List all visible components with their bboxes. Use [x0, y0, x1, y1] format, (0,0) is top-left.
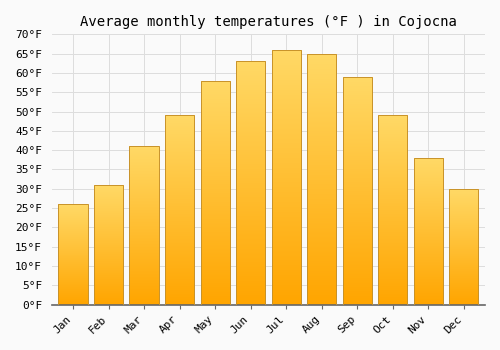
Bar: [58, 204, 87, 304]
Bar: [200, 80, 230, 304]
Bar: [165, 116, 194, 304]
Bar: [378, 116, 407, 304]
Bar: [449, 189, 478, 304]
Bar: [130, 146, 158, 304]
Bar: [342, 77, 372, 304]
Bar: [414, 158, 442, 304]
Title: Average monthly temperatures (°F ) in Cojocna: Average monthly temperatures (°F ) in Co…: [80, 15, 457, 29]
Bar: [94, 185, 123, 304]
Bar: [236, 61, 265, 304]
Bar: [307, 54, 336, 304]
Bar: [272, 50, 300, 304]
